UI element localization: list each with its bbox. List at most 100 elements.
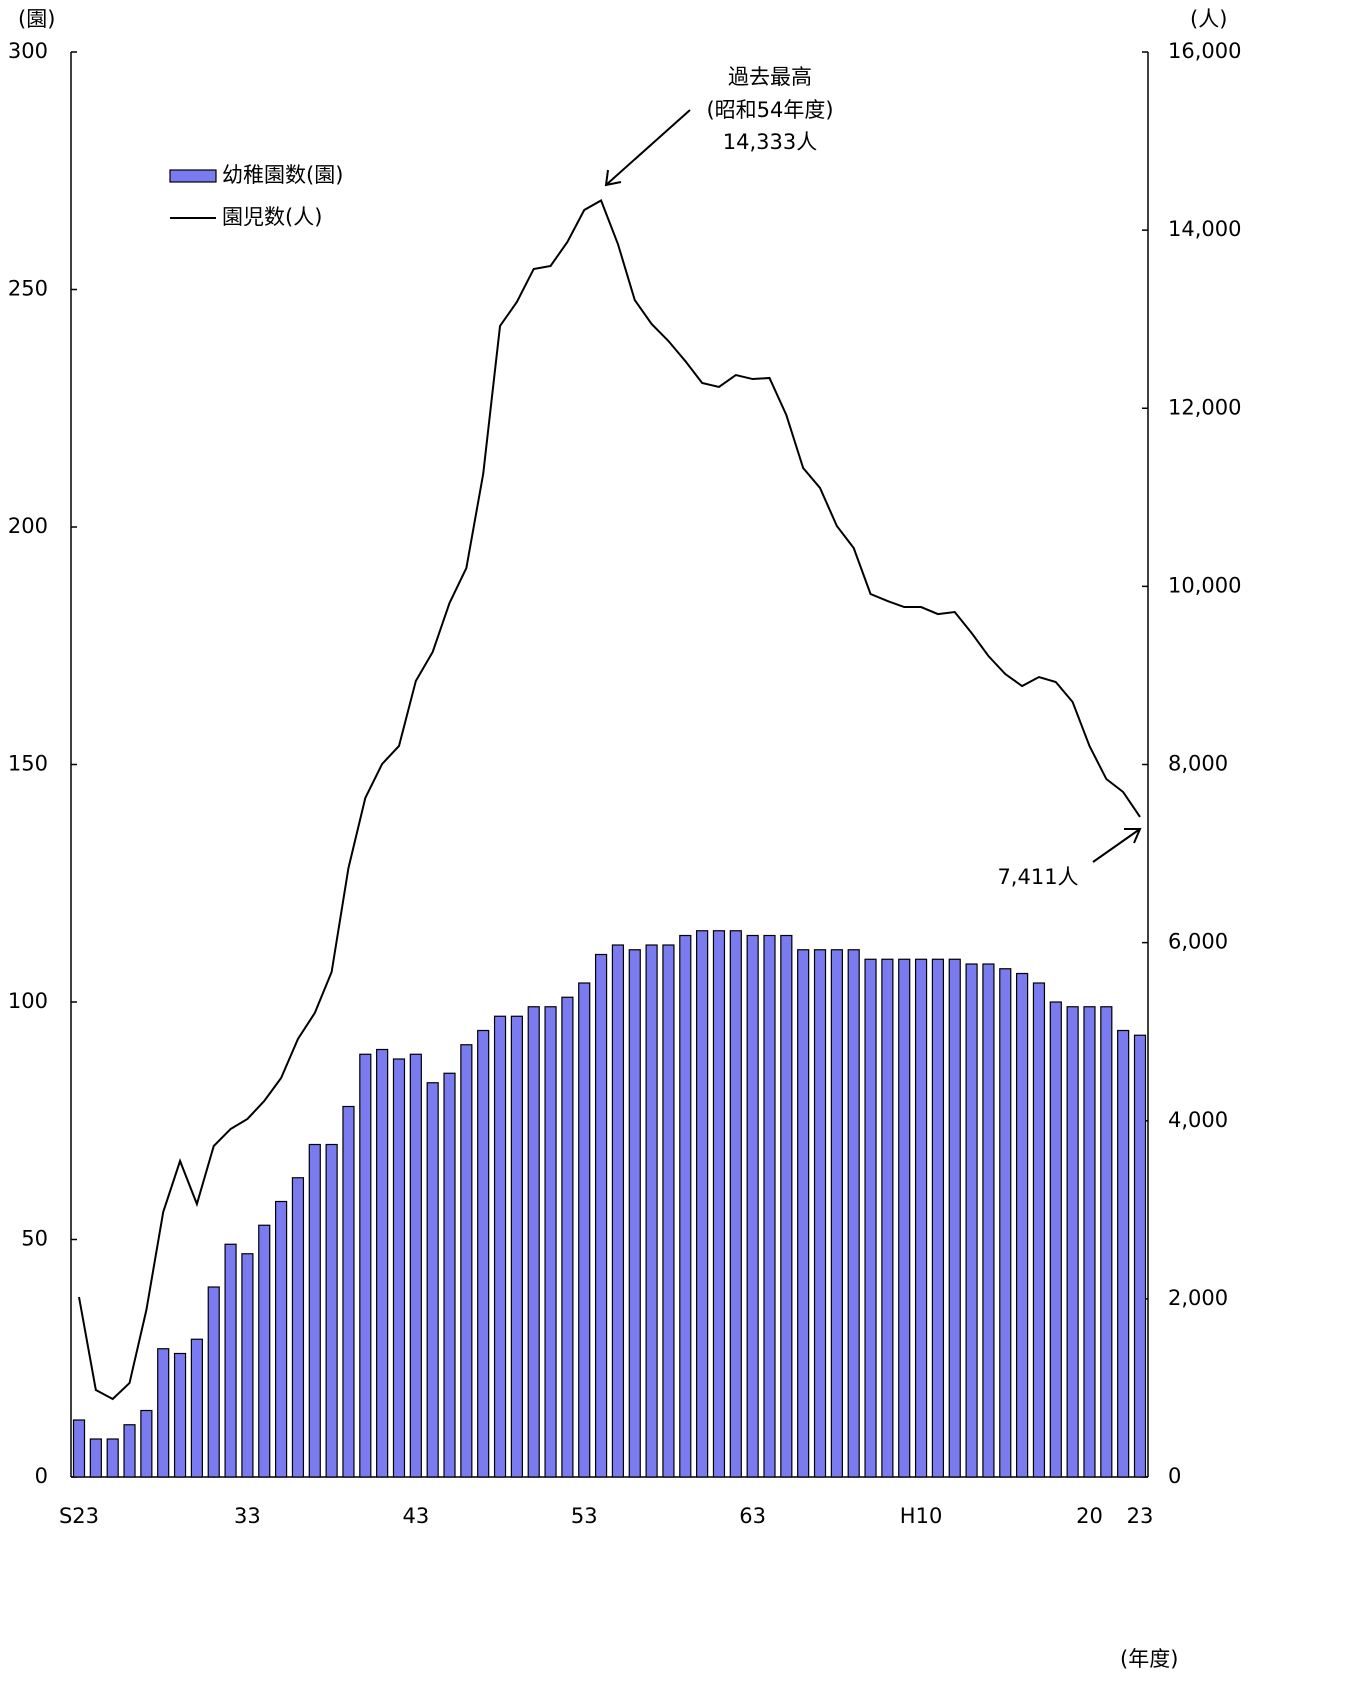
line bbox=[78, 199, 1141, 1401]
annotation: 過去最高 bbox=[728, 65, 812, 89]
legend-swatch bbox=[169, 169, 217, 183]
bar bbox=[173, 1352, 187, 1478]
x-tick-label: 20 bbox=[1076, 1504, 1103, 1528]
y-tick-label: 0 bbox=[35, 1464, 48, 1488]
bar bbox=[493, 1015, 507, 1478]
bar bbox=[241, 1253, 254, 1478]
bar bbox=[1016, 972, 1029, 1478]
y2-tick-label: 0 bbox=[1168, 1464, 1181, 1488]
y2-tick-label: 2,000 bbox=[1168, 1286, 1228, 1310]
bar bbox=[527, 1006, 540, 1478]
bar bbox=[426, 1082, 439, 1478]
bar bbox=[123, 1424, 136, 1478]
bar bbox=[763, 934, 776, 1478]
y-tick-label: 200 bbox=[8, 514, 48, 538]
y2-tick-label: 8,000 bbox=[1168, 752, 1228, 776]
bar bbox=[797, 949, 810, 1478]
x-tick-label: 33 bbox=[234, 1504, 261, 1528]
bar bbox=[898, 958, 911, 1478]
bar bbox=[443, 1072, 456, 1478]
x-tick-label: S23 bbox=[59, 1504, 99, 1528]
bar bbox=[258, 1224, 271, 1478]
bar bbox=[645, 944, 658, 1478]
bar bbox=[999, 968, 1012, 1478]
annotation-arrow bbox=[604, 109, 691, 187]
bar bbox=[342, 1105, 355, 1478]
bar bbox=[696, 930, 709, 1478]
bar bbox=[1117, 1029, 1130, 1478]
legend-label: 幼稚園数(園) bbox=[222, 163, 343, 187]
bar bbox=[881, 958, 894, 1478]
bar bbox=[477, 1029, 490, 1478]
annotation: (昭和54年度) bbox=[706, 98, 833, 122]
bar bbox=[1032, 982, 1046, 1478]
bar bbox=[274, 1200, 288, 1478]
x-tick-label: 43 bbox=[402, 1504, 429, 1528]
y-tick-label: 50 bbox=[21, 1227, 48, 1251]
bar bbox=[662, 944, 675, 1478]
bar bbox=[376, 1048, 389, 1478]
bar bbox=[1083, 1006, 1096, 1478]
y-tick-label: 250 bbox=[8, 277, 48, 301]
bar bbox=[190, 1338, 203, 1478]
bar bbox=[1049, 1001, 1062, 1478]
y-tick-label: 300 bbox=[8, 39, 48, 63]
bar bbox=[72, 1419, 86, 1478]
bar bbox=[746, 934, 759, 1478]
bar bbox=[1066, 1006, 1079, 1478]
x-tick-label: 63 bbox=[739, 1504, 766, 1528]
bar bbox=[140, 1409, 153, 1478]
bar bbox=[224, 1243, 237, 1478]
y2-axis-label: (人) bbox=[1190, 7, 1227, 31]
bar bbox=[813, 949, 827, 1478]
x-axis-label: (年度) bbox=[1120, 1647, 1178, 1671]
bar bbox=[628, 949, 641, 1478]
bar bbox=[712, 930, 726, 1478]
bar bbox=[1133, 1034, 1147, 1478]
bar bbox=[359, 1053, 372, 1478]
bar bbox=[207, 1286, 220, 1478]
x-tick-label: 53 bbox=[571, 1504, 598, 1528]
bar bbox=[864, 958, 877, 1478]
y-tick-label: 150 bbox=[8, 752, 48, 776]
y2-tick-label: 4,000 bbox=[1168, 1108, 1228, 1132]
bar bbox=[460, 1044, 473, 1478]
bar bbox=[510, 1015, 523, 1478]
y2-tick-label: 10,000 bbox=[1168, 573, 1241, 597]
bar bbox=[578, 982, 591, 1478]
bar bbox=[561, 996, 574, 1478]
bar bbox=[948, 958, 961, 1478]
bar bbox=[914, 958, 928, 1478]
bar bbox=[106, 1438, 119, 1478]
bar bbox=[392, 1058, 406, 1478]
annotation: 14,333人 bbox=[723, 130, 817, 154]
bar bbox=[611, 944, 625, 1478]
bar bbox=[931, 958, 945, 1478]
bar bbox=[982, 963, 995, 1478]
bar bbox=[291, 1177, 305, 1478]
bar bbox=[847, 949, 860, 1478]
legend-label: 園児数(人) bbox=[222, 205, 322, 229]
bar bbox=[544, 1006, 557, 1478]
annotation-arrow bbox=[1092, 828, 1142, 863]
y2-tick-label: 6,000 bbox=[1168, 930, 1228, 954]
annotation: 7,411人 bbox=[997, 865, 1078, 889]
y-tick-label: 100 bbox=[8, 989, 48, 1013]
x-tick-label: H10 bbox=[900, 1504, 943, 1528]
bar bbox=[965, 963, 978, 1478]
bar bbox=[830, 949, 843, 1478]
bar bbox=[89, 1438, 102, 1478]
bar bbox=[325, 1143, 338, 1478]
bar bbox=[594, 953, 608, 1478]
bar bbox=[679, 934, 692, 1478]
bar bbox=[729, 930, 742, 1478]
bar bbox=[409, 1053, 422, 1478]
y2-tick-label: 12,000 bbox=[1168, 395, 1241, 419]
y-axis-label: (園) bbox=[18, 7, 55, 31]
bar bbox=[1100, 1006, 1113, 1478]
bar bbox=[308, 1143, 321, 1478]
y2-tick-label: 16,000 bbox=[1168, 39, 1241, 63]
bar bbox=[780, 934, 793, 1478]
y2-tick-label: 14,000 bbox=[1168, 217, 1241, 241]
